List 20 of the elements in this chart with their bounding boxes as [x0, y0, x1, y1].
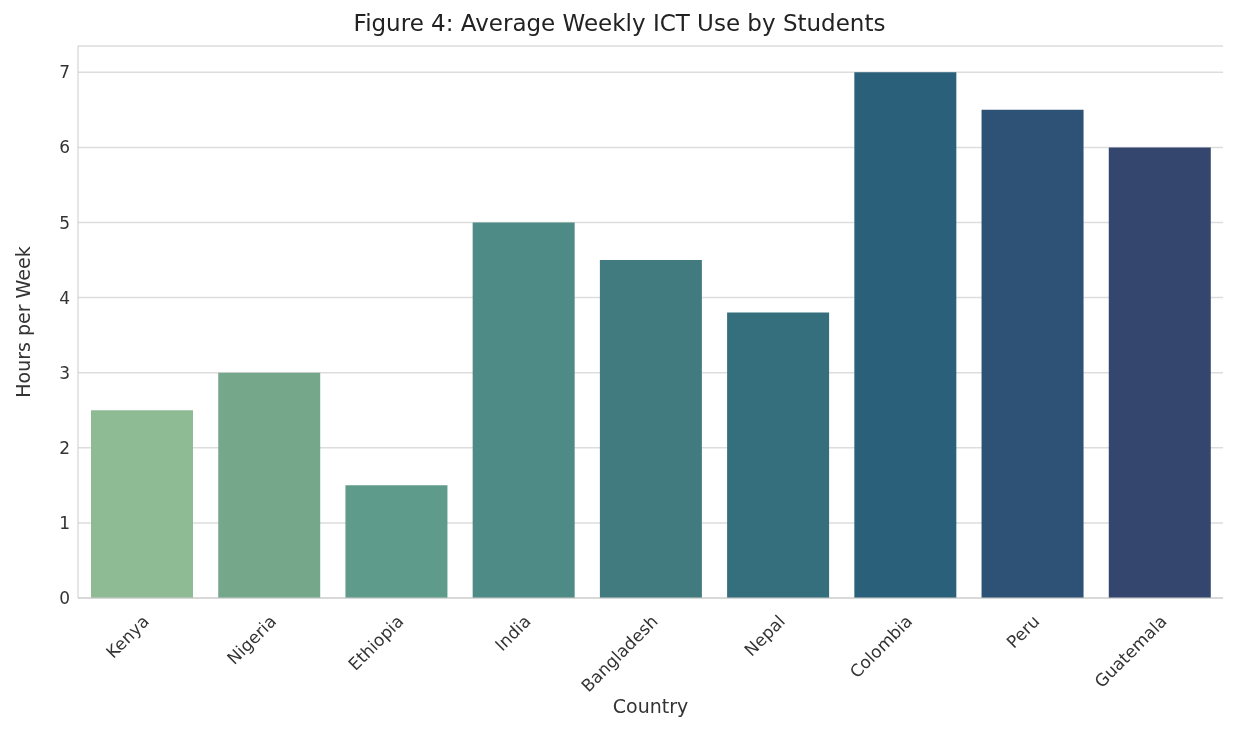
y-tick-label: 0	[59, 588, 70, 609]
y-tick-label: 5	[59, 212, 70, 233]
bar	[599, 260, 702, 598]
bar	[981, 109, 1084, 598]
y-tick-label: 7	[59, 62, 70, 83]
bar	[472, 222, 575, 598]
bar	[345, 485, 448, 598]
chart-title: Figure 4: Average Weekly ICT Use by Students	[352, 9, 887, 38]
y-tick-label: 2	[59, 437, 70, 458]
bar	[218, 372, 321, 598]
y-tick-label: 6	[59, 137, 70, 158]
y-tick-label: 1	[59, 512, 70, 533]
bar	[854, 72, 957, 598]
x-axis-title: Country	[612, 695, 689, 717]
y-tick-label: 4	[59, 287, 70, 308]
y-axis-title: Hours per Week	[11, 246, 34, 398]
bar	[91, 410, 193, 598]
bar	[1108, 147, 1211, 598]
bar	[727, 312, 830, 598]
y-tick-label: 3	[59, 362, 70, 383]
